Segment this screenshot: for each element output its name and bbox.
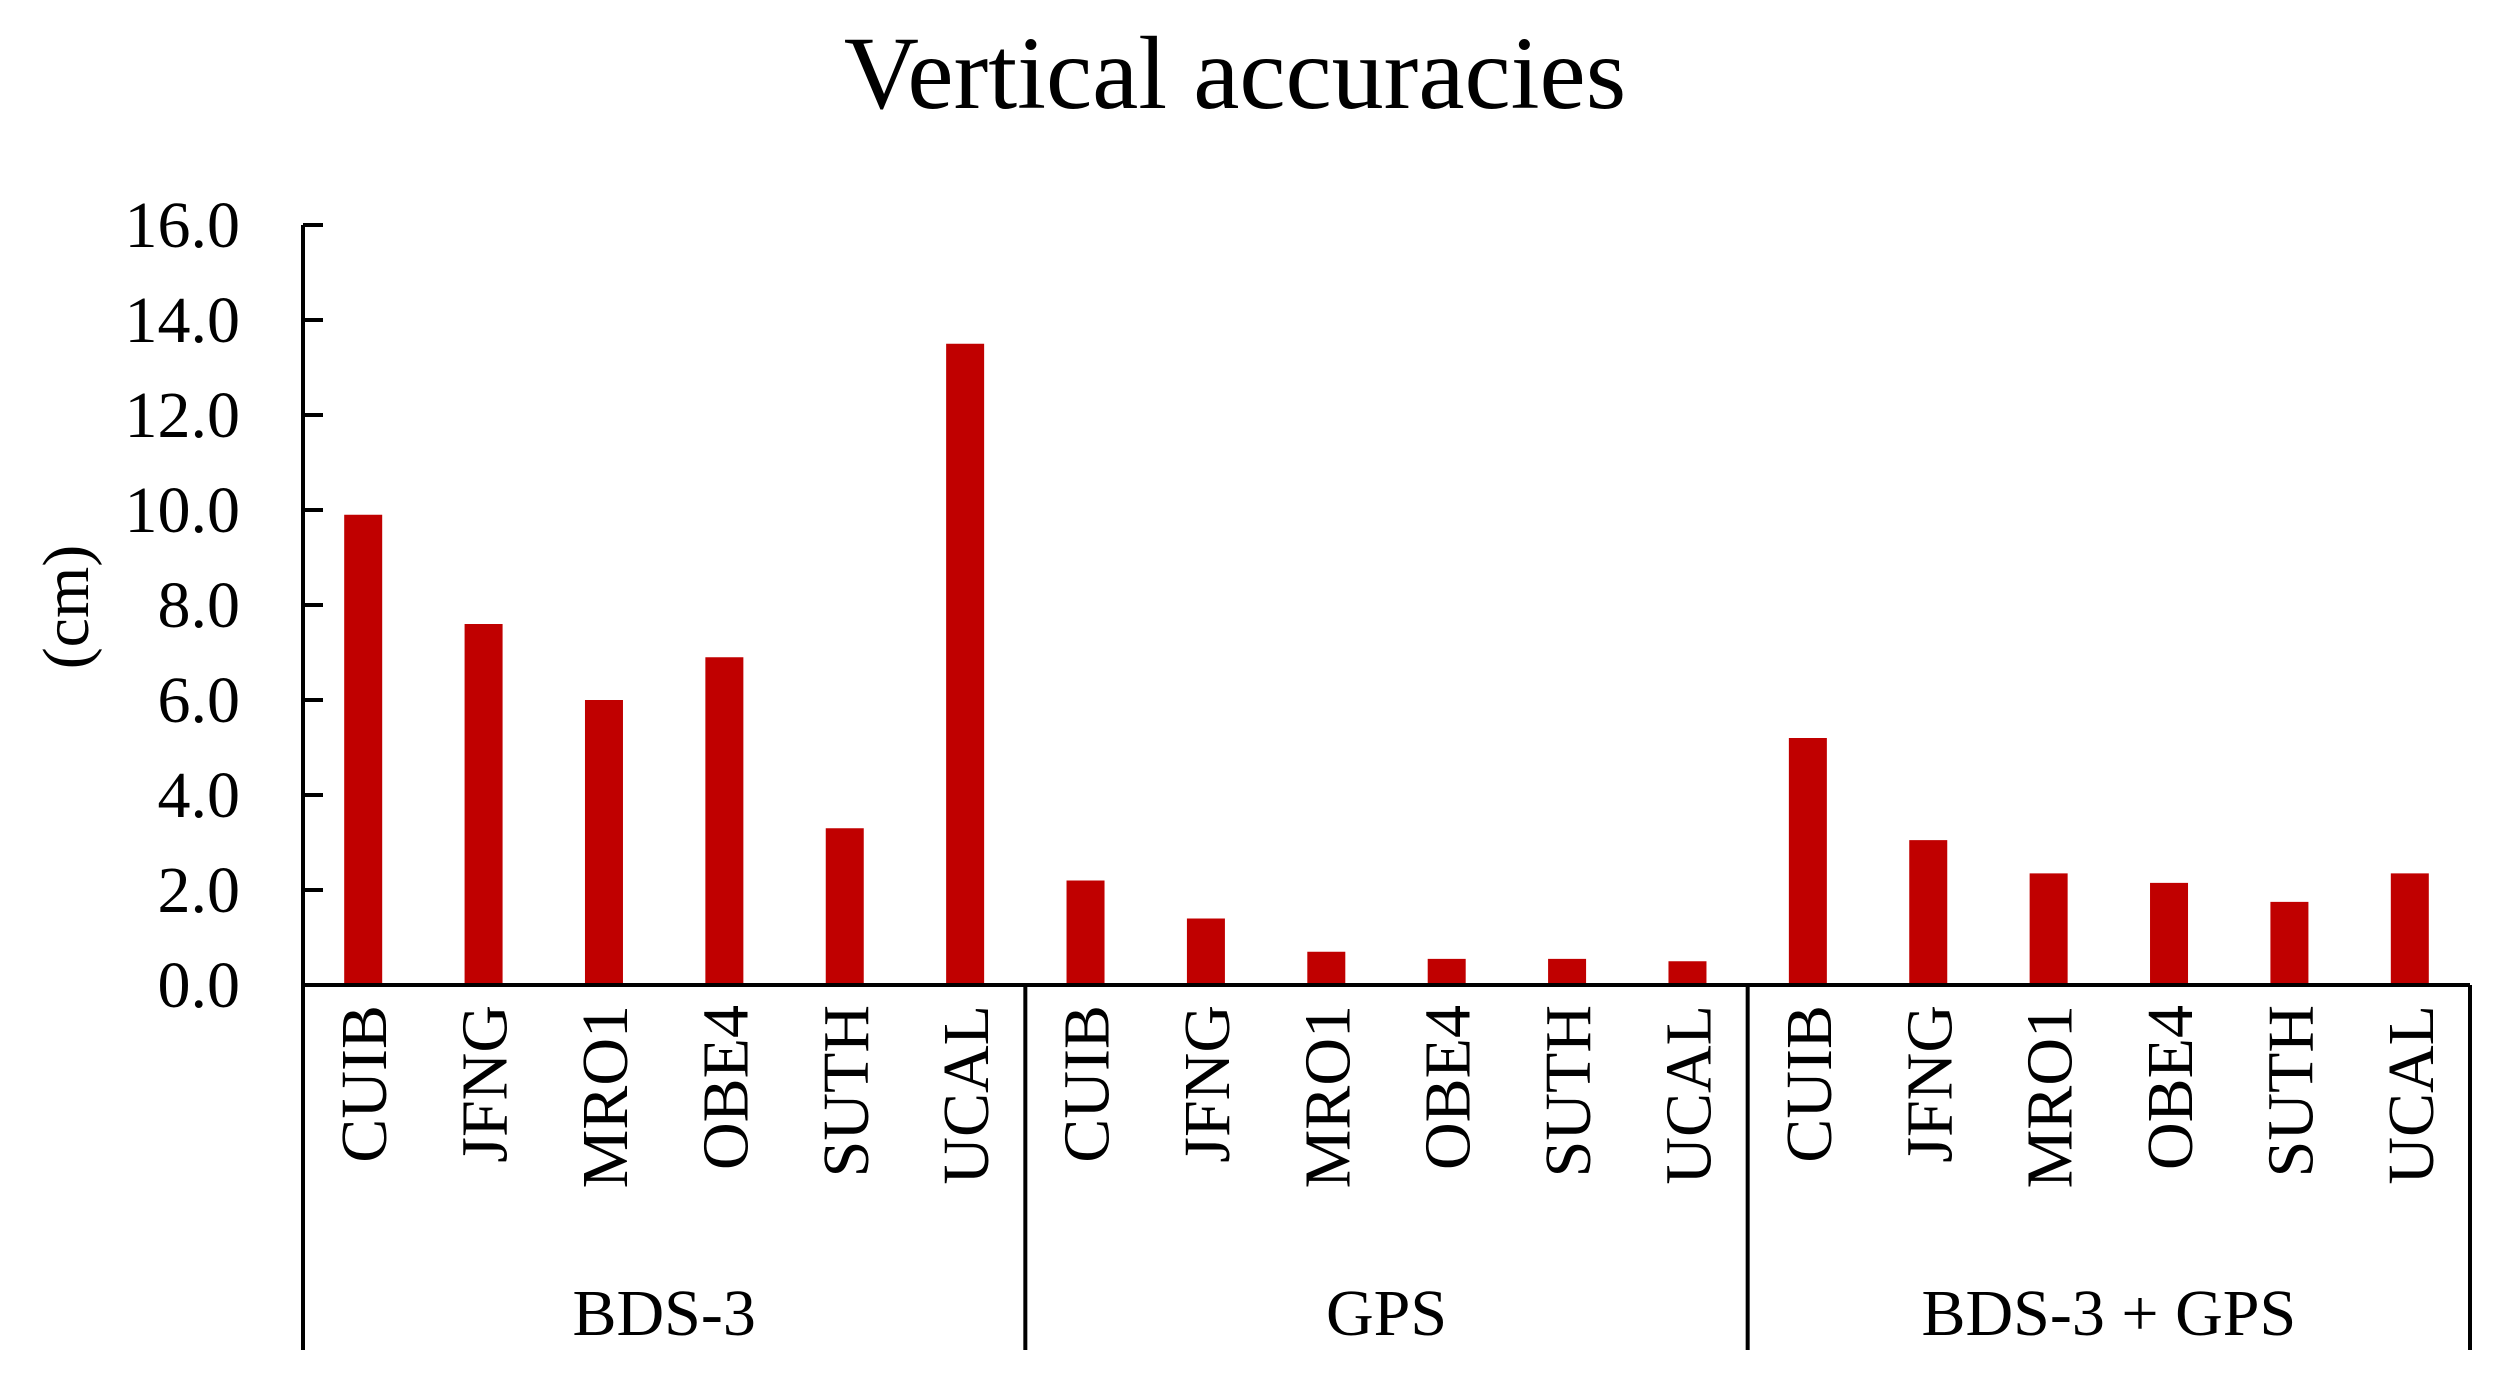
category-label: SUTH	[810, 1005, 883, 1177]
category-label: CUIB	[328, 1005, 401, 1163]
bar-BDS-3 + GPS-UCAL	[2390, 873, 2429, 985]
bar-BDS-3 + GPS-OBE4	[2150, 882, 2189, 985]
category-label: CUIB	[1051, 1005, 1124, 1163]
bar-BDS-3 + GPS-JFNG	[1909, 840, 1948, 985]
bar-BDS-3-UCAL	[946, 343, 985, 985]
bar-BDS-3-CUIB	[344, 514, 383, 985]
y-axis-ticks: 0.0 2.0 4.0 6.0 8.0 10.0 12.0 14.0 16.0	[125, 189, 323, 1022]
group-label: GPS	[1326, 1277, 1447, 1350]
category-label: UCAL	[2375, 1005, 2448, 1185]
category-label: SUTH	[1532, 1005, 1605, 1177]
bars	[344, 343, 2429, 985]
bar-BDS-3 + GPS-CUIB	[1788, 738, 1827, 985]
bar-GPS-UCAL	[1668, 961, 1707, 985]
chart-title: Vertical accuracies	[844, 16, 1626, 131]
y-tick-label: 12.0	[125, 379, 241, 452]
bar-BDS-3-JFNG	[464, 624, 503, 985]
category-label: JFNG	[1893, 1005, 1966, 1163]
category-label: MRO1	[569, 1005, 642, 1188]
bar-BDS-3 + GPS-MRO1	[2029, 873, 2068, 985]
group-label: BDS-3 + GPS	[1921, 1277, 2296, 1350]
category-label: OBE4	[689, 1005, 762, 1170]
bar-GPS-JFNG	[1186, 918, 1225, 985]
category-label: JFNG	[1171, 1005, 1244, 1163]
group-label: BDS-3	[572, 1277, 755, 1350]
y-tick-label: 6.0	[158, 664, 241, 737]
category-label: MRO1	[2014, 1005, 2087, 1188]
category-label: CUIB	[1773, 1005, 1846, 1163]
category-label: MRO1	[1291, 1005, 1364, 1188]
x-axis: CUIB JFNG MRO1 OBE4 SUTH UCAL CUIB JFNG MRO1 OBE4…	[301, 983, 2472, 1350]
category-label: UCAL	[1652, 1005, 1725, 1185]
y-tick-label: 10.0	[125, 474, 241, 547]
y-tick-label: 4.0	[158, 759, 241, 832]
category-label: OBE4	[1412, 1005, 1485, 1170]
y-tick-label: 14.0	[125, 284, 241, 357]
category-label: UCAL	[930, 1005, 1003, 1185]
bar-BDS-3-MRO1	[584, 700, 623, 985]
bar-GPS-CUIB	[1066, 880, 1105, 985]
category-label: SUTH	[2254, 1005, 2327, 1177]
bar-BDS-3-OBE4	[705, 657, 744, 985]
category-label: OBE4	[2134, 1005, 2207, 1170]
y-axis-label: (cm)	[30, 545, 103, 670]
y-tick-label: 8.0	[158, 569, 241, 642]
category-label: JFNG	[449, 1005, 522, 1163]
bar-GPS-SUTH	[1548, 958, 1587, 985]
y-tick-label: 2.0	[158, 854, 241, 927]
bar-GPS-OBE4	[1427, 958, 1466, 985]
bar-BDS-3-SUTH	[825, 828, 864, 985]
bar-BDS-3 + GPS-SUTH	[2270, 901, 2309, 985]
y-tick-label: 16.0	[125, 189, 241, 262]
y-tick-label: 0.0	[158, 949, 241, 1022]
bar-GPS-MRO1	[1307, 951, 1346, 985]
